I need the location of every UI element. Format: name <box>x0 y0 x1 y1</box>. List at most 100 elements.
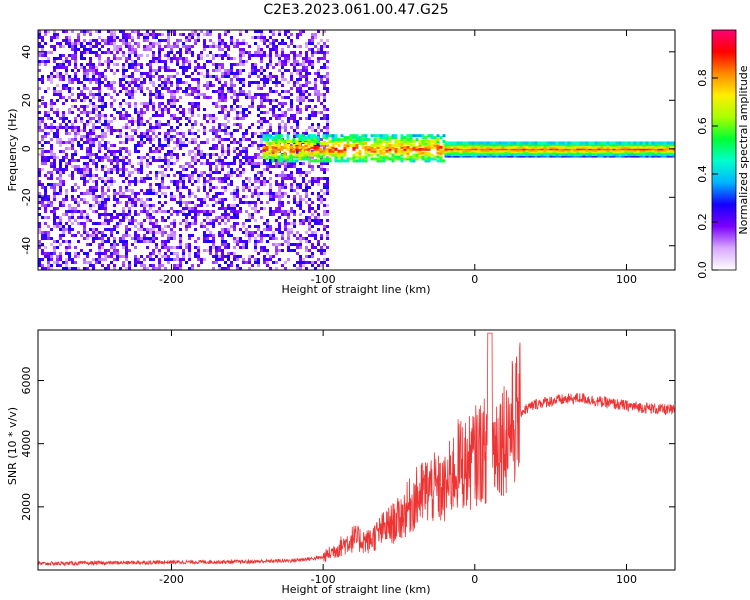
heatmap-cell <box>41 159 44 162</box>
heatmap-cell <box>227 213 230 216</box>
heatmap-cell <box>304 157 308 161</box>
heatmap-cell <box>80 135 83 138</box>
heatmap-cell <box>212 153 215 156</box>
heatmap-cell <box>230 108 233 111</box>
heatmap-cell <box>293 114 296 117</box>
heatmap-cell <box>320 264 323 267</box>
heatmap-cell <box>128 201 131 204</box>
heatmap-cell <box>218 36 221 39</box>
heatmap-cell <box>194 123 197 126</box>
heatmap-cell <box>167 66 170 69</box>
heatmap-cell <box>308 234 311 237</box>
heatmap-cell <box>47 114 50 117</box>
heatmap-cell <box>50 243 53 246</box>
heatmap-cell <box>131 201 134 204</box>
heatmap-cell <box>143 219 146 222</box>
heatmap-cell <box>68 60 71 63</box>
heatmap-cell <box>245 246 248 249</box>
heatmap-cell <box>59 96 62 99</box>
heatmap-cell <box>299 246 302 249</box>
heatmap-cell <box>323 51 326 54</box>
heatmap-cell <box>71 165 74 168</box>
heatmap-cell <box>424 151 428 155</box>
heatmap-cell <box>161 102 164 105</box>
heatmap-cell <box>71 42 74 45</box>
heatmap-cell <box>161 183 164 186</box>
heatmap-cell <box>47 237 50 240</box>
heatmap-cell <box>191 105 194 108</box>
heatmap-cell <box>179 180 182 183</box>
heatmap-cell <box>179 57 182 60</box>
heatmap-cell <box>257 114 260 117</box>
heatmap-cell <box>212 132 215 135</box>
heatmap-cell <box>245 201 248 204</box>
heatmap-cell <box>164 39 167 42</box>
heatmap-cell <box>304 153 308 157</box>
heatmap-cell <box>260 54 263 57</box>
heatmap-cell <box>290 105 293 108</box>
heatmap-cell <box>266 252 269 255</box>
heatmap-cell <box>71 195 74 198</box>
heatmap-cell <box>400 143 404 147</box>
heatmap-cell <box>293 225 296 228</box>
heatmap-cell <box>83 228 86 231</box>
heatmap-cell <box>275 165 278 168</box>
heatmap-cell <box>391 134 395 138</box>
heatmap-cell <box>110 246 113 249</box>
heatmap-cell <box>182 144 185 147</box>
heatmap-cell <box>179 111 182 114</box>
heatmap-cell <box>269 72 272 75</box>
heatmap-cell <box>71 186 74 189</box>
heatmap-cell <box>221 201 224 204</box>
heatmap-cell <box>194 171 197 174</box>
heatmap-cell <box>65 36 68 39</box>
heatmap-cell <box>403 136 407 140</box>
heatmap-cell <box>206 162 209 165</box>
heatmap-cell <box>323 84 326 87</box>
heatmap-cell <box>176 213 179 216</box>
heatmap-cell <box>110 261 113 264</box>
heatmap-cell <box>317 228 320 231</box>
heatmap-cell <box>59 219 62 222</box>
heatmap-cell <box>140 75 143 78</box>
heatmap-cell <box>215 45 218 48</box>
heatmap-cell <box>218 78 221 81</box>
heatmap-cell <box>44 126 47 129</box>
heatmap-cell <box>149 183 152 186</box>
heatmap-cell <box>317 249 320 252</box>
heatmap-cell <box>271 138 275 142</box>
heatmap-cell <box>283 141 287 145</box>
heatmap-cell <box>167 159 170 162</box>
heatmap-cell <box>281 105 284 108</box>
heatmap-cell <box>227 183 230 186</box>
heatmap-cell <box>305 267 308 270</box>
heatmap-cell <box>293 162 296 165</box>
heatmap-cell <box>116 51 119 54</box>
heatmap-cell <box>161 231 164 234</box>
heatmap-cell <box>38 51 41 54</box>
heatmap-cell <box>519 141 523 145</box>
heatmap-cell <box>128 102 131 105</box>
heatmap-cell <box>140 177 143 180</box>
heatmap-cell <box>221 267 224 270</box>
heatmap-cell <box>301 136 305 140</box>
heatmap-cell <box>158 171 161 174</box>
heatmap-cell <box>263 159 266 162</box>
heatmap-cell <box>272 231 275 234</box>
heatmap-cell <box>188 60 191 63</box>
heatmap-cell <box>110 39 113 42</box>
heatmap-cell <box>110 114 113 117</box>
heatmap-cell <box>224 114 227 117</box>
heatmap-cell <box>293 135 296 138</box>
heatmap-cell <box>248 186 251 189</box>
heatmap-cell <box>323 99 326 102</box>
heatmap-cell <box>143 210 146 213</box>
heatmap-cell <box>179 204 182 207</box>
heatmap-cell <box>215 54 218 57</box>
heatmap-cell <box>298 147 302 151</box>
heatmap-cell <box>218 66 221 69</box>
heatmap-cell <box>287 216 290 219</box>
heatmap-cell <box>77 132 80 135</box>
heatmap-cell <box>323 54 326 57</box>
heatmap-cell <box>311 33 314 36</box>
